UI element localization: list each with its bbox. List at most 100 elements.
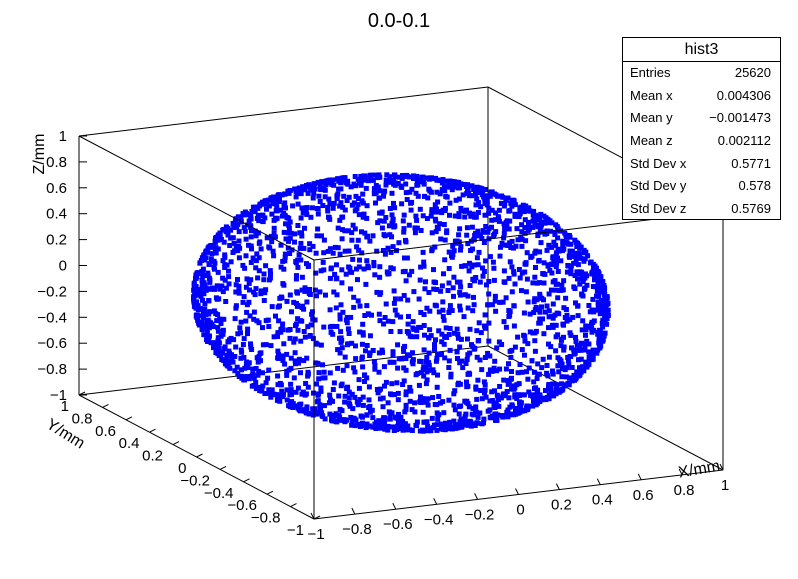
data-point xyxy=(463,419,469,425)
data-point xyxy=(330,250,336,256)
data-point xyxy=(294,273,299,279)
data-point xyxy=(476,320,482,326)
data-point xyxy=(516,381,522,387)
data-point xyxy=(475,377,481,383)
data-point xyxy=(431,370,437,376)
data-point xyxy=(294,190,300,196)
data-point xyxy=(458,247,463,253)
data-point xyxy=(420,409,426,415)
data-point xyxy=(258,358,263,364)
data-point xyxy=(432,202,438,208)
data-point xyxy=(524,250,530,256)
data-point xyxy=(577,365,582,371)
data-point xyxy=(434,355,440,361)
data-point xyxy=(447,419,453,425)
data-point xyxy=(565,241,571,247)
data-point xyxy=(457,360,463,366)
data-point xyxy=(262,391,268,396)
data-point xyxy=(316,370,322,376)
data-point xyxy=(579,292,585,298)
data-point xyxy=(531,369,537,375)
data-point xyxy=(250,255,256,261)
data-point xyxy=(505,414,511,420)
data-point xyxy=(481,269,487,274)
data-point xyxy=(423,279,428,285)
data-point xyxy=(344,320,350,326)
data-point xyxy=(548,262,554,268)
y-tick-label: 1 xyxy=(61,398,69,415)
data-point xyxy=(410,350,415,356)
data-point xyxy=(506,395,512,401)
data-point xyxy=(491,265,497,271)
data-point xyxy=(285,245,291,251)
data-point xyxy=(568,354,574,359)
data-point xyxy=(392,205,398,211)
data-point xyxy=(455,332,461,337)
data-point xyxy=(256,268,262,274)
data-point xyxy=(582,346,588,352)
x-tick-label: −0.8 xyxy=(342,521,372,538)
data-point xyxy=(226,268,231,274)
data-point xyxy=(513,411,519,417)
data-point xyxy=(273,313,278,319)
data-point xyxy=(194,274,200,280)
data-point xyxy=(506,208,512,214)
data-point xyxy=(469,183,475,189)
data-point xyxy=(451,402,457,408)
data-point xyxy=(447,212,452,218)
data-point xyxy=(577,345,583,351)
data-point xyxy=(460,365,466,371)
data-point xyxy=(442,423,448,429)
data-point xyxy=(337,217,343,223)
data-point xyxy=(333,418,339,424)
data-point xyxy=(486,279,492,284)
data-point xyxy=(308,214,314,220)
data-point xyxy=(529,253,535,259)
data-point xyxy=(481,416,487,422)
data-point xyxy=(215,232,221,238)
data-point xyxy=(523,238,529,244)
x-tick-label: 0.2 xyxy=(551,497,572,514)
data-point xyxy=(605,312,611,318)
data-point xyxy=(301,329,307,334)
data-point xyxy=(366,397,372,403)
data-point xyxy=(471,187,477,192)
data-point xyxy=(570,314,576,320)
data-point xyxy=(394,312,400,318)
data-point xyxy=(390,349,396,355)
data-point xyxy=(464,398,470,404)
data-point xyxy=(435,199,441,205)
data-point xyxy=(206,298,212,303)
data-point xyxy=(462,214,468,220)
data-point xyxy=(363,281,369,287)
data-point xyxy=(245,365,251,370)
data-point xyxy=(215,237,221,243)
data-point xyxy=(241,336,247,342)
data-point xyxy=(398,296,404,302)
data-point xyxy=(291,299,297,305)
data-point xyxy=(401,226,407,232)
data-point xyxy=(360,330,366,336)
data-point xyxy=(454,348,460,354)
data-point xyxy=(311,181,317,187)
data-point xyxy=(435,351,441,357)
data-point xyxy=(286,225,292,231)
data-point xyxy=(475,210,481,215)
data-point xyxy=(506,361,511,367)
data-point xyxy=(243,284,249,290)
data-point xyxy=(524,406,530,412)
data-point xyxy=(522,338,528,344)
data-point xyxy=(533,248,539,254)
data-point xyxy=(483,258,489,264)
data-point xyxy=(342,354,348,360)
data-point xyxy=(284,298,290,304)
data-point xyxy=(433,229,439,235)
data-point xyxy=(223,285,229,291)
data-point xyxy=(497,253,503,259)
data-point xyxy=(242,228,248,234)
data-point xyxy=(268,394,274,400)
data-point xyxy=(515,334,521,340)
data-point xyxy=(484,202,490,208)
data-point xyxy=(556,311,562,317)
data-point xyxy=(207,309,213,315)
